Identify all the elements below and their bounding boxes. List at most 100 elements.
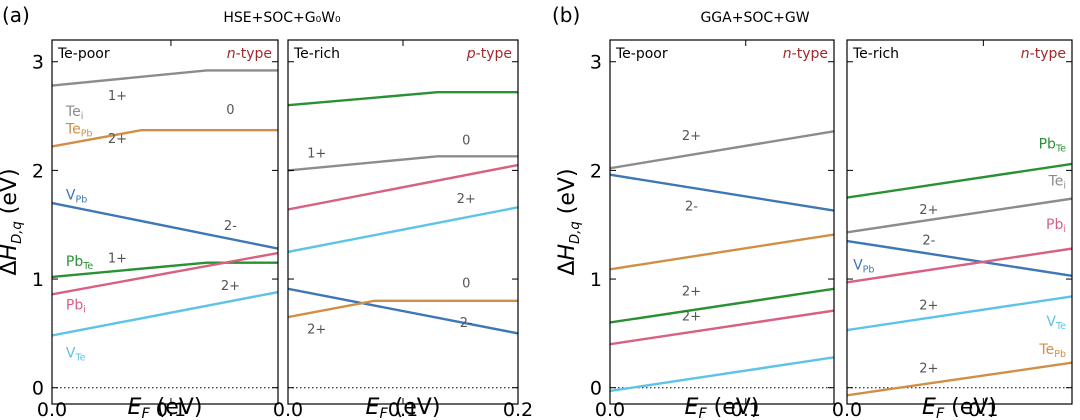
charge-state-label: 2+ xyxy=(221,279,240,294)
x-axis-label: EF (eV) xyxy=(922,395,997,420)
line-v-pb xyxy=(847,239,1072,277)
line-te-i xyxy=(610,130,834,170)
y-tick-label: 1 xyxy=(590,269,602,291)
charge-state-label: 2+ xyxy=(919,298,938,313)
charge-state-label: 2- xyxy=(460,316,473,331)
defect-label-v-pb: VPb xyxy=(853,257,874,275)
line-pb-te xyxy=(288,90,518,107)
y-tick-label: 0 xyxy=(590,378,602,400)
x-tick-label: 0.0 xyxy=(273,399,303,420)
doping-type-label: n-type xyxy=(783,46,828,62)
charge-state-label: 0 xyxy=(226,103,234,118)
panel-condition-label: Te-rich xyxy=(293,46,340,62)
line-pb-i xyxy=(52,251,278,296)
figure-letter-label: (b) xyxy=(552,3,580,27)
x-tick-label: 0.0 xyxy=(595,399,625,420)
charge-state-label: 2- xyxy=(685,200,698,215)
plot-frame xyxy=(846,39,1073,405)
panel-a-te-rich: 1+ 0 2+ 2- 2+ 0 0.0 0.1 0.2 Te-rich p-type EF (eV) xyxy=(273,39,533,420)
defect-label-pb-i: Pbi xyxy=(66,297,86,315)
charge-state-label: 1+ xyxy=(108,252,127,267)
y-axis-label: ΔHD,q (eV) xyxy=(0,168,25,275)
figure-letter-label: (a) xyxy=(2,3,30,27)
doping-type-label: n-type xyxy=(1021,46,1066,62)
charge-state-label: 1+ xyxy=(307,146,326,161)
charge-state-label: 2- xyxy=(224,219,237,234)
line-pb-i xyxy=(847,247,1072,284)
line-te-i xyxy=(52,69,278,87)
x-tick-label: 0.1 xyxy=(156,399,186,420)
line-v-pb xyxy=(610,173,834,212)
y-axis-label: ΔHD,q (eV) xyxy=(555,168,583,275)
charge-state-label: 2+ xyxy=(682,284,701,299)
line-pb-te xyxy=(847,162,1072,199)
doping-type-label: p-type xyxy=(466,46,512,62)
y-tick-label: 3 xyxy=(590,52,602,74)
defect-label-pb-te: PbTe xyxy=(1039,137,1067,155)
method-title: HSE+SOC+G₀W₀ xyxy=(223,10,341,26)
defect-label-v-te: VTe xyxy=(66,345,86,363)
defect-label-v-te: VTe xyxy=(1046,314,1066,332)
line-pb-te xyxy=(610,287,834,324)
x-tick-label: 0.0 xyxy=(37,399,67,420)
line-te-pb xyxy=(610,233,834,271)
defect-label-te-i: Tei xyxy=(65,104,83,122)
line-v-pb xyxy=(52,201,278,250)
charge-state-label: 2+ xyxy=(682,129,701,144)
x-tick-label: 0.2 xyxy=(503,399,533,420)
charge-state-label: 2+ xyxy=(108,132,127,147)
charge-state-label: 1+ xyxy=(108,89,127,104)
series-group xyxy=(610,130,834,393)
series-group xyxy=(288,90,518,335)
line-pb-i xyxy=(288,163,518,211)
line-te-pb xyxy=(52,128,278,148)
doping-type-label: n-type xyxy=(227,46,272,62)
line-te-pb xyxy=(288,299,518,319)
x-axis-label: EF (eV) xyxy=(366,395,441,420)
x-tick-label: 0.1 xyxy=(731,399,761,420)
y-tick-label: 1 xyxy=(32,269,44,291)
panel-condition-label: Te-poor xyxy=(615,46,668,62)
line-te-i xyxy=(288,155,518,172)
plot-frame xyxy=(51,39,279,405)
line-v-pb xyxy=(288,287,518,335)
y-tick-label: 0 xyxy=(32,378,44,400)
line-pb-te xyxy=(52,261,278,279)
line-pb-i xyxy=(610,309,834,346)
line-v-te xyxy=(288,206,518,254)
panel-b-te-poor: 2+ 2- 2+ 2+ 0.0 0.1 0 1 2 3 Te-poor n-type EF (eV) ΔH… xyxy=(555,39,835,420)
plot-frame xyxy=(609,39,835,405)
series-group xyxy=(847,162,1072,397)
x-tick-label: 0.1 xyxy=(388,399,418,420)
x-tick-label: 0.1 xyxy=(968,399,998,420)
panel-b-te-rich: 2+ 2- 2+ 2+ PbTe Tei Pbi VPb VTe TePb 0.0 0.1 Te-ric… xyxy=(832,39,1073,420)
charge-state-label: 2+ xyxy=(307,322,326,337)
defect-label-v-pb: VPb xyxy=(66,188,87,206)
panel-condition-label: Te-rich xyxy=(852,46,899,62)
panel-condition-label: Te-poor xyxy=(57,46,110,62)
line-v-te xyxy=(847,295,1072,332)
method-title: GGA+SOC+GW xyxy=(700,10,809,26)
defect-label-te-pb: TePb xyxy=(65,121,93,139)
x-axis-label: EF (eV) xyxy=(685,395,760,420)
defect-label-pb-te: PbTe xyxy=(66,254,94,272)
line-v-te xyxy=(610,356,834,393)
line-v-te xyxy=(52,290,278,337)
defect-label-te-pb: TePb xyxy=(1038,342,1066,360)
line-te-i xyxy=(847,197,1072,234)
series-group xyxy=(52,69,278,337)
charge-state-label: 0 xyxy=(462,133,470,148)
y-tick-label: 3 xyxy=(32,52,44,74)
defect-label-pb-i: Pbi xyxy=(1046,217,1066,235)
charge-state-label: 0 xyxy=(462,277,470,292)
y-tick-label: 2 xyxy=(32,160,44,182)
charge-state-label: 2- xyxy=(922,233,935,248)
defect-label-te-i: Tei xyxy=(1048,174,1066,192)
x-axis-label: EF (eV) xyxy=(128,395,203,420)
charge-state-label: 2+ xyxy=(919,361,938,376)
y-tick-label: 2 xyxy=(590,160,602,182)
charge-state-label: 2+ xyxy=(919,203,938,218)
x-tick-label: 0.0 xyxy=(832,399,862,420)
